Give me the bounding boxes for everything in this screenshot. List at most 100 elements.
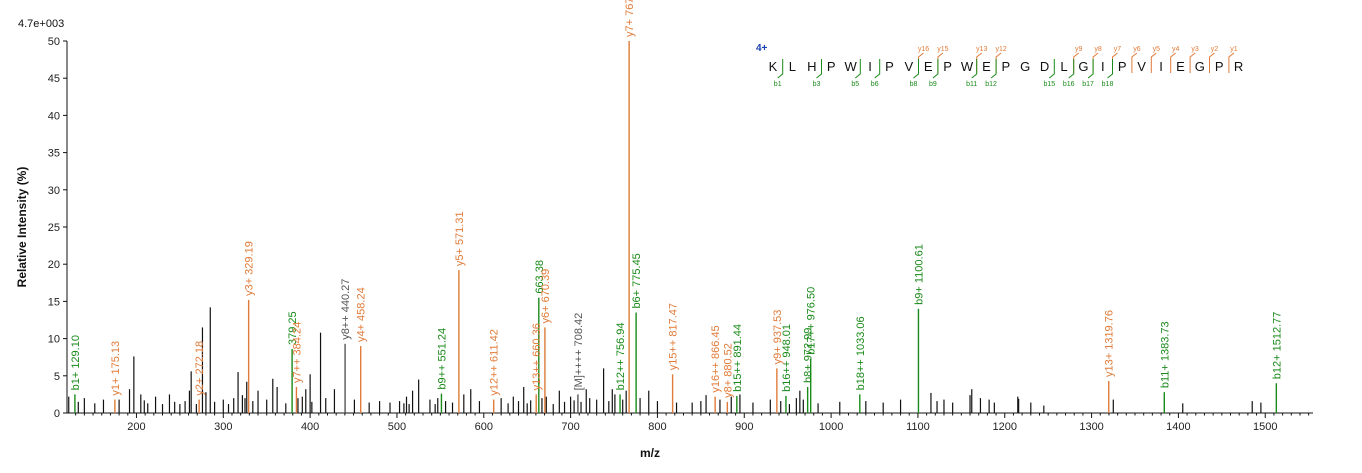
peak-label: b17++ 976.50: [806, 287, 818, 355]
b-ion-bracket: [874, 59, 881, 79]
sequence-residue: W: [844, 59, 857, 74]
sequence-residue: G: [1078, 59, 1088, 74]
sequence-residue: I: [868, 59, 872, 74]
x-tick-label: 900: [735, 421, 753, 433]
peak-label: b15++ 891.44: [732, 324, 744, 392]
peak-label: y8+ 880.52: [722, 343, 734, 398]
x-tick-label: 500: [388, 421, 406, 433]
peak-label: y15++ 817.47: [668, 303, 680, 370]
peak-label: 379.25: [287, 311, 299, 345]
sequence-residue: L: [1060, 59, 1067, 74]
x-tick-label: 300: [214, 421, 232, 433]
y-tick-label: 25: [48, 222, 60, 234]
peak-label: b11+ 1383.73: [1159, 321, 1171, 388]
sequence-residue: E: [982, 59, 991, 74]
sequence-residue: P: [1215, 59, 1224, 74]
y-ion-label: y5: [1153, 46, 1161, 53]
peak-label: y4+ 458.24: [356, 287, 368, 342]
b-ion-label: b9: [929, 81, 937, 88]
sequence-residue: K: [769, 59, 778, 74]
sequence-residue: E: [1176, 59, 1185, 74]
precursor-charge: 4+: [756, 43, 768, 54]
x-tick-label: 400: [301, 421, 319, 433]
sequence-residue: P: [1001, 59, 1010, 74]
b-ion-label: b11: [966, 81, 977, 88]
y-tick-label: 15: [48, 296, 60, 308]
y-ion-bracket: [1209, 52, 1215, 73]
sequence-residue: G: [1195, 59, 1205, 74]
y-tick-label: 50: [48, 36, 60, 48]
y-ion-label: y8: [1094, 46, 1102, 53]
y-ion-label: y2: [1211, 46, 1219, 53]
annotated-peaks: [74, 41, 1278, 413]
peak-label: y2+ 272.18: [194, 341, 206, 396]
b-ion-bracket: [777, 59, 784, 79]
peak-label: b18++ 1033.06: [855, 316, 867, 390]
y-tick-label: 0: [54, 408, 60, 420]
peak-label: y13++ 660.36: [531, 323, 543, 390]
y-ion-label: y7: [1114, 46, 1122, 53]
y-ion-bracket: [937, 52, 944, 73]
b-ion-bracket: [932, 59, 939, 79]
sequence-residue: P: [1118, 59, 1127, 74]
b-ion-label: b1: [774, 81, 782, 88]
y-ion-bracket: [1131, 52, 1138, 73]
y-tick-label: 5: [54, 371, 60, 383]
sequence-residue: L: [789, 59, 796, 74]
peak-label: y5+ 571.31: [454, 211, 466, 266]
y-ion-label: y12: [995, 46, 1006, 53]
x-tick-label: 1000: [819, 421, 843, 433]
peak-label: y1+ 175.13: [110, 341, 122, 396]
b-ion-label: b6: [871, 81, 879, 88]
b-ion-label: b15: [1043, 81, 1055, 88]
y-tick-label: 10: [48, 334, 60, 346]
sequence-residue: P: [943, 59, 952, 74]
y-ion-bracket: [1170, 52, 1177, 73]
peak-label: 663.38: [534, 260, 546, 294]
peak-label: b6+ 775.45: [631, 253, 643, 308]
peak-label: b1+ 129.10: [70, 335, 82, 390]
peak-label: b9++ 551.24: [436, 328, 448, 390]
y-ion-label: y16: [918, 46, 929, 53]
sequence-residue: P: [827, 59, 836, 74]
y-ion-label: y15: [937, 46, 948, 53]
y-ion-bracket: [1150, 52, 1157, 73]
b-ion-label: b3: [813, 81, 821, 88]
y-ion-bracket: [995, 52, 1002, 73]
b-ion-label: b5: [851, 81, 859, 88]
b-ion-bracket: [816, 59, 822, 79]
b-ion-bracket: [1107, 59, 1113, 79]
sequence-residue: G: [1020, 59, 1030, 74]
peak-label: b12+ 1512.77: [1271, 312, 1283, 380]
y-ion-bracket: [976, 52, 983, 73]
peak-label: y7+ 767.4: [624, 0, 636, 37]
y-ion-bracket: [1228, 52, 1235, 73]
peak-label: y7++ 384.24: [291, 322, 303, 383]
x-tick-label: 200: [127, 421, 145, 433]
y-ion-label: y4: [1172, 46, 1180, 53]
y-tick-label: 35: [48, 148, 60, 160]
y-ion-bracket: [918, 52, 924, 73]
plot-axes: 0 5 10 15 20 25 30 35 40 45 50 200 300 400 500 600 700 80…: [48, 36, 1313, 433]
sequence-residue: H: [807, 59, 816, 74]
b-ion-label: b17: [1082, 81, 1094, 88]
peak-label: y6+ 670.39: [540, 269, 552, 324]
b-ion-label: b18: [1102, 81, 1114, 88]
sequence-residue: P: [885, 59, 894, 74]
x-tick-label: 1300: [1079, 421, 1103, 433]
y-ion-label: y9: [1075, 46, 1083, 53]
x-tick-label: 800: [648, 421, 666, 433]
b-ion-label: b8: [910, 81, 918, 88]
peak-label: y12++ 611.42: [489, 329, 501, 395]
peak-label: y16++ 866.45: [710, 325, 722, 392]
y-ion-bracket: [1092, 52, 1099, 73]
y-ion-bracket: [1189, 52, 1196, 73]
b-ion-bracket: [971, 59, 978, 79]
y-tick-label: 20: [48, 259, 60, 271]
peak-label: [M]++++ 708.42: [573, 313, 585, 391]
y-ion-label: y3: [1191, 46, 1199, 53]
sequence-residue: R: [1234, 59, 1243, 74]
peak-label: b9+ 1100.61: [913, 244, 925, 305]
